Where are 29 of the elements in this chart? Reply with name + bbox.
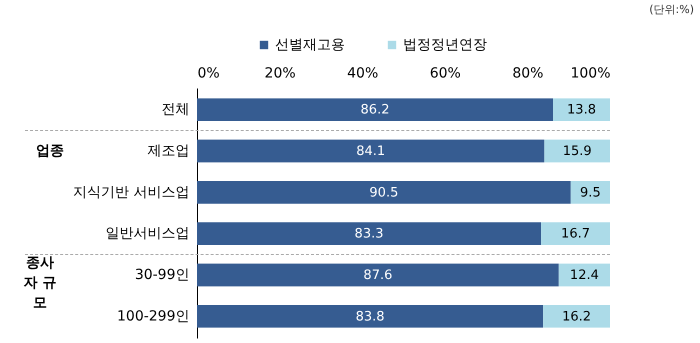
y-tick-label: 지식기반 서비스업 [73, 184, 190, 200]
y-tick-label: 100-299인 [117, 308, 190, 324]
data-label: 9.5 [580, 185, 601, 200]
y-tick-label: 전체 [162, 102, 190, 118]
data-label: 83.8 [356, 309, 385, 324]
x-tick-label: 100% [570, 66, 610, 82]
data-label: 86.2 [360, 102, 390, 118]
y-tick-label: 30-99인 [134, 266, 190, 283]
x-tick-label: 0% [198, 66, 220, 82]
data-label: 15.9 [562, 144, 592, 160]
data-label: 16.7 [561, 226, 590, 242]
x-tick-label: 20% [264, 66, 296, 82]
data-label: 84.1 [356, 144, 386, 160]
data-label: 13.8 [567, 102, 596, 118]
y-tick-label: 일반서비스업 [106, 226, 190, 242]
y-tick-label: 제조업 [148, 143, 190, 160]
x-tick-label: 40% [347, 66, 378, 82]
legend-label: 법정정년연장 [403, 37, 487, 53]
legend-label: 선별재고용 [275, 37, 345, 53]
data-label: 12.4 [570, 268, 599, 283]
text: (단위:%) [649, 2, 694, 17]
text: 종사자 규모 [22, 254, 58, 313]
text: 업종 [35, 142, 65, 162]
data-label: 87.6 [363, 268, 392, 283]
data-label: 16.2 [562, 309, 592, 324]
x-tick-label: 60% [430, 66, 461, 82]
data-label: 90.5 [369, 185, 398, 200]
x-tick-label: 80% [512, 66, 544, 82]
data-label: 83.3 [354, 226, 384, 242]
